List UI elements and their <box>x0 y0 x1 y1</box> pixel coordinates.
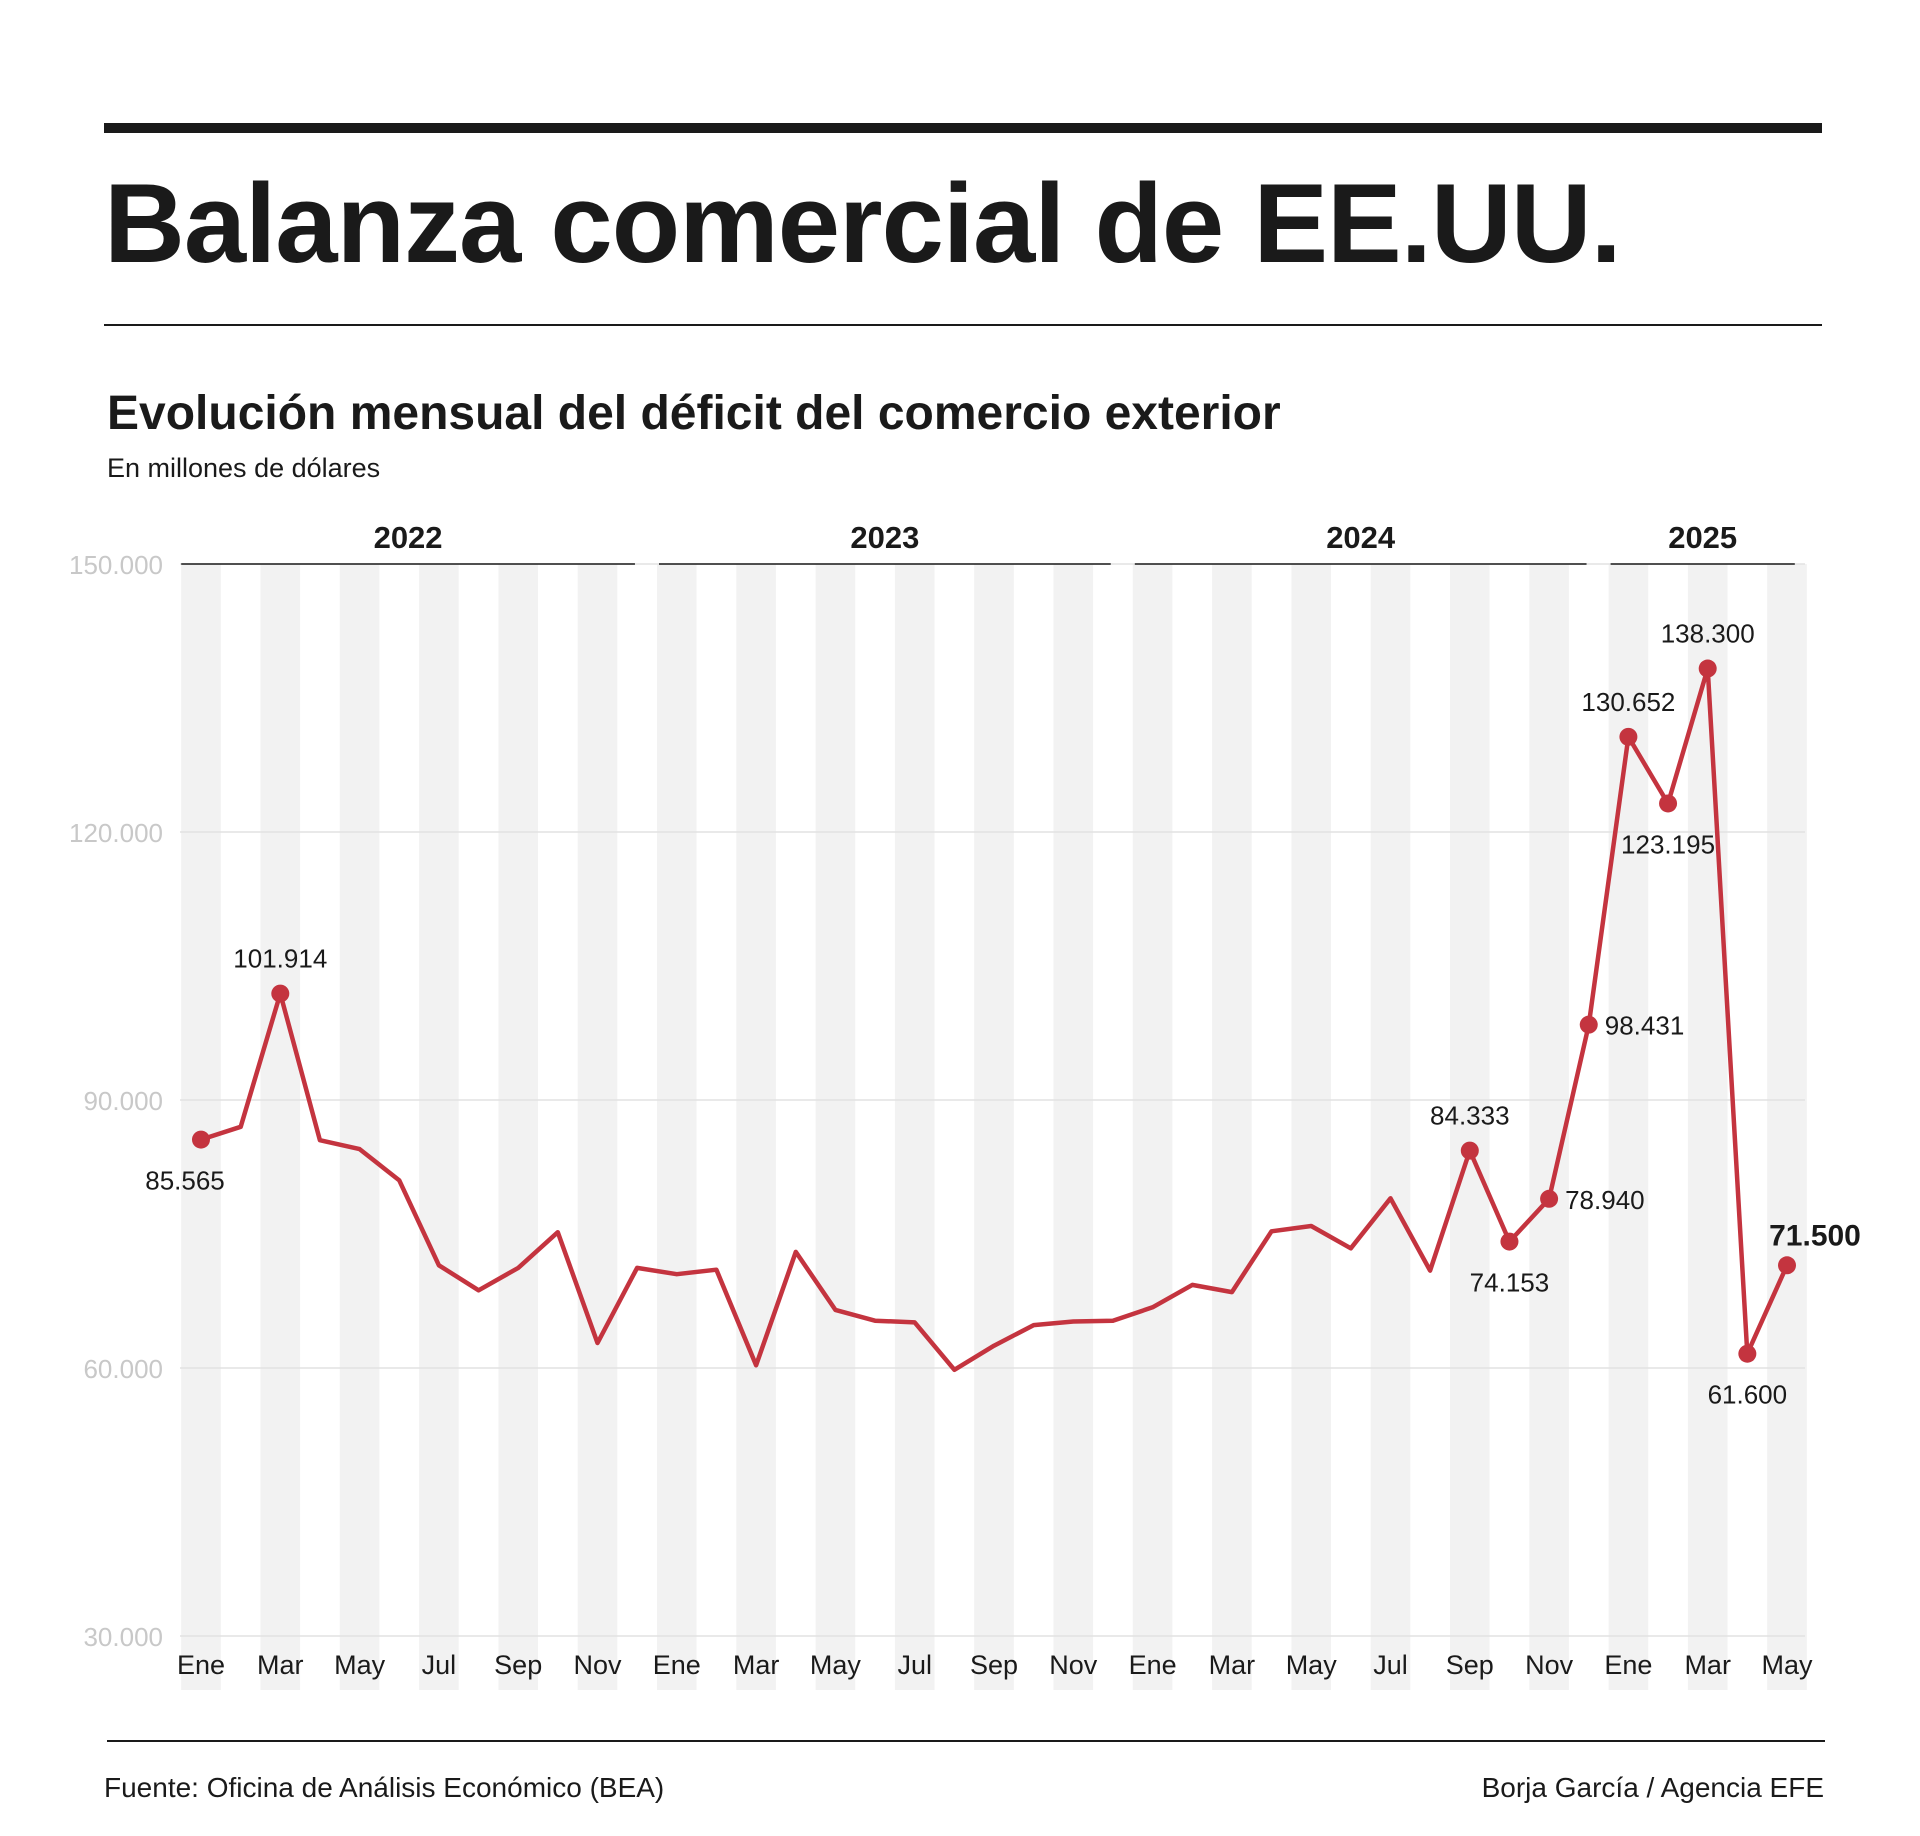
x-tick-label: Sep <box>970 1650 1018 1680</box>
month-stripe <box>815 564 856 1690</box>
month-stripe <box>894 564 935 1690</box>
page-title: Balanza comercial de EE.UU. <box>104 161 1622 286</box>
x-tick-label: Ene <box>1129 1650 1177 1680</box>
month-stripes <box>181 564 1807 1690</box>
x-tick-label: Mar <box>257 1650 304 1680</box>
x-tick-label: Sep <box>494 1650 542 1680</box>
x-tick-label: May <box>1761 1650 1813 1680</box>
data-label: 78.940 <box>1565 1185 1645 1215</box>
x-tick-label: May <box>810 1650 862 1680</box>
month-stripe <box>1053 564 1094 1690</box>
credit-note: Borja García / Agencia EFE <box>1481 1772 1824 1803</box>
x-tick-label: Nov <box>1049 1650 1098 1680</box>
month-stripe <box>1370 564 1411 1690</box>
top-rule <box>104 123 1822 133</box>
data-point <box>1500 1232 1519 1251</box>
month-stripe <box>1450 564 1490 1690</box>
unit-label: En millones de dólares <box>107 453 381 483</box>
chart-subtitle: Evolución mensual del déficit del comerc… <box>107 387 1281 440</box>
x-tick-label: Nov <box>573 1650 622 1680</box>
x-tick-label: Jul <box>897 1650 932 1680</box>
x-tick-label: Sep <box>1446 1650 1494 1680</box>
month-stripe <box>657 564 697 1690</box>
series-line <box>198 666 1790 1373</box>
x-tick-label: Mar <box>733 1650 780 1680</box>
data-label: 61.600 <box>1708 1380 1788 1410</box>
source-note: Fuente: Oficina de Análisis Económico (B… <box>104 1772 665 1803</box>
x-tick-label: Ene <box>177 1650 225 1680</box>
data-point <box>192 1130 210 1149</box>
data-points <box>192 659 1796 1363</box>
data-label: 71.500 <box>1769 1219 1861 1252</box>
data-label: 84.333 <box>1430 1101 1510 1131</box>
month-stripe <box>181 564 221 1690</box>
y-tick-label: 90.000 <box>83 1086 163 1116</box>
month-stripe <box>1212 564 1252 1690</box>
data-point <box>271 984 290 1003</box>
data-label: 123.195 <box>1621 829 1715 859</box>
year-label: 2022 <box>374 520 443 555</box>
y-axis-ticks: 30.000 60.000 90.000 120.000 150.000 <box>69 550 163 1652</box>
data-point <box>1619 727 1638 746</box>
x-tick-label: Ene <box>653 1650 701 1680</box>
month-stripe <box>1529 564 1569 1690</box>
y-tick-label: 60.000 <box>83 1354 163 1384</box>
x-tick-label: May <box>334 1650 386 1680</box>
month-stripe <box>260 564 301 1690</box>
month-stripe <box>974 564 1014 1690</box>
year-label: 2025 <box>1668 520 1737 555</box>
year-groups: 2022 2023 2024 2025 <box>181 520 1795 565</box>
data-point <box>1460 1141 1479 1160</box>
data-label: 138.300 <box>1661 619 1755 649</box>
y-tick-label: 120.000 <box>69 818 163 848</box>
x-tick-label: Jul <box>1373 1650 1408 1680</box>
data-label: 130.652 <box>1581 687 1675 717</box>
data-point <box>1659 794 1678 813</box>
month-stripe <box>339 564 380 1690</box>
data-point <box>1738 1344 1757 1363</box>
footer-divider <box>107 1740 1825 1742</box>
month-stripe <box>1291 564 1331 1690</box>
x-tick-label: May <box>1286 1650 1338 1680</box>
month-stripe <box>1132 564 1173 1690</box>
x-tick-label: Mar <box>1684 1650 1731 1680</box>
y-tick-label: 30.000 <box>83 1622 163 1652</box>
x-axis-ticks: Ene Mar May Jul Sep Nov Ene Mar May Jul Sep Nov Ene M… <box>177 1650 1813 1680</box>
title-divider <box>104 324 1822 326</box>
data-label: 101.914 <box>233 944 327 974</box>
year-label: 2024 <box>1326 520 1396 555</box>
y-tick-label: 150.000 <box>69 550 163 580</box>
month-stripe <box>736 564 776 1690</box>
x-tick-label: Nov <box>1525 1650 1574 1680</box>
data-labels: 85.565 101.914 84.333 74.153 78.940 98.431 130… <box>145 619 1861 1410</box>
x-tick-label: Mar <box>1209 1650 1256 1680</box>
x-tick-label: Ene <box>1604 1650 1652 1680</box>
data-point <box>1540 1189 1559 1208</box>
data-label: 85.565 <box>145 1166 225 1196</box>
x-tick-label: Jul <box>422 1650 457 1680</box>
month-stripe <box>419 564 459 1690</box>
year-label: 2023 <box>850 520 919 555</box>
data-label: 74.153 <box>1470 1268 1550 1298</box>
data-point <box>1698 659 1717 678</box>
month-stripe <box>1767 564 1807 1690</box>
month-stripe <box>577 564 618 1690</box>
data-point <box>1579 1015 1598 1034</box>
month-stripe <box>1687 564 1728 1690</box>
data-point <box>1778 1256 1796 1275</box>
data-label: 98.431 <box>1605 1011 1685 1041</box>
month-stripe <box>498 564 538 1690</box>
